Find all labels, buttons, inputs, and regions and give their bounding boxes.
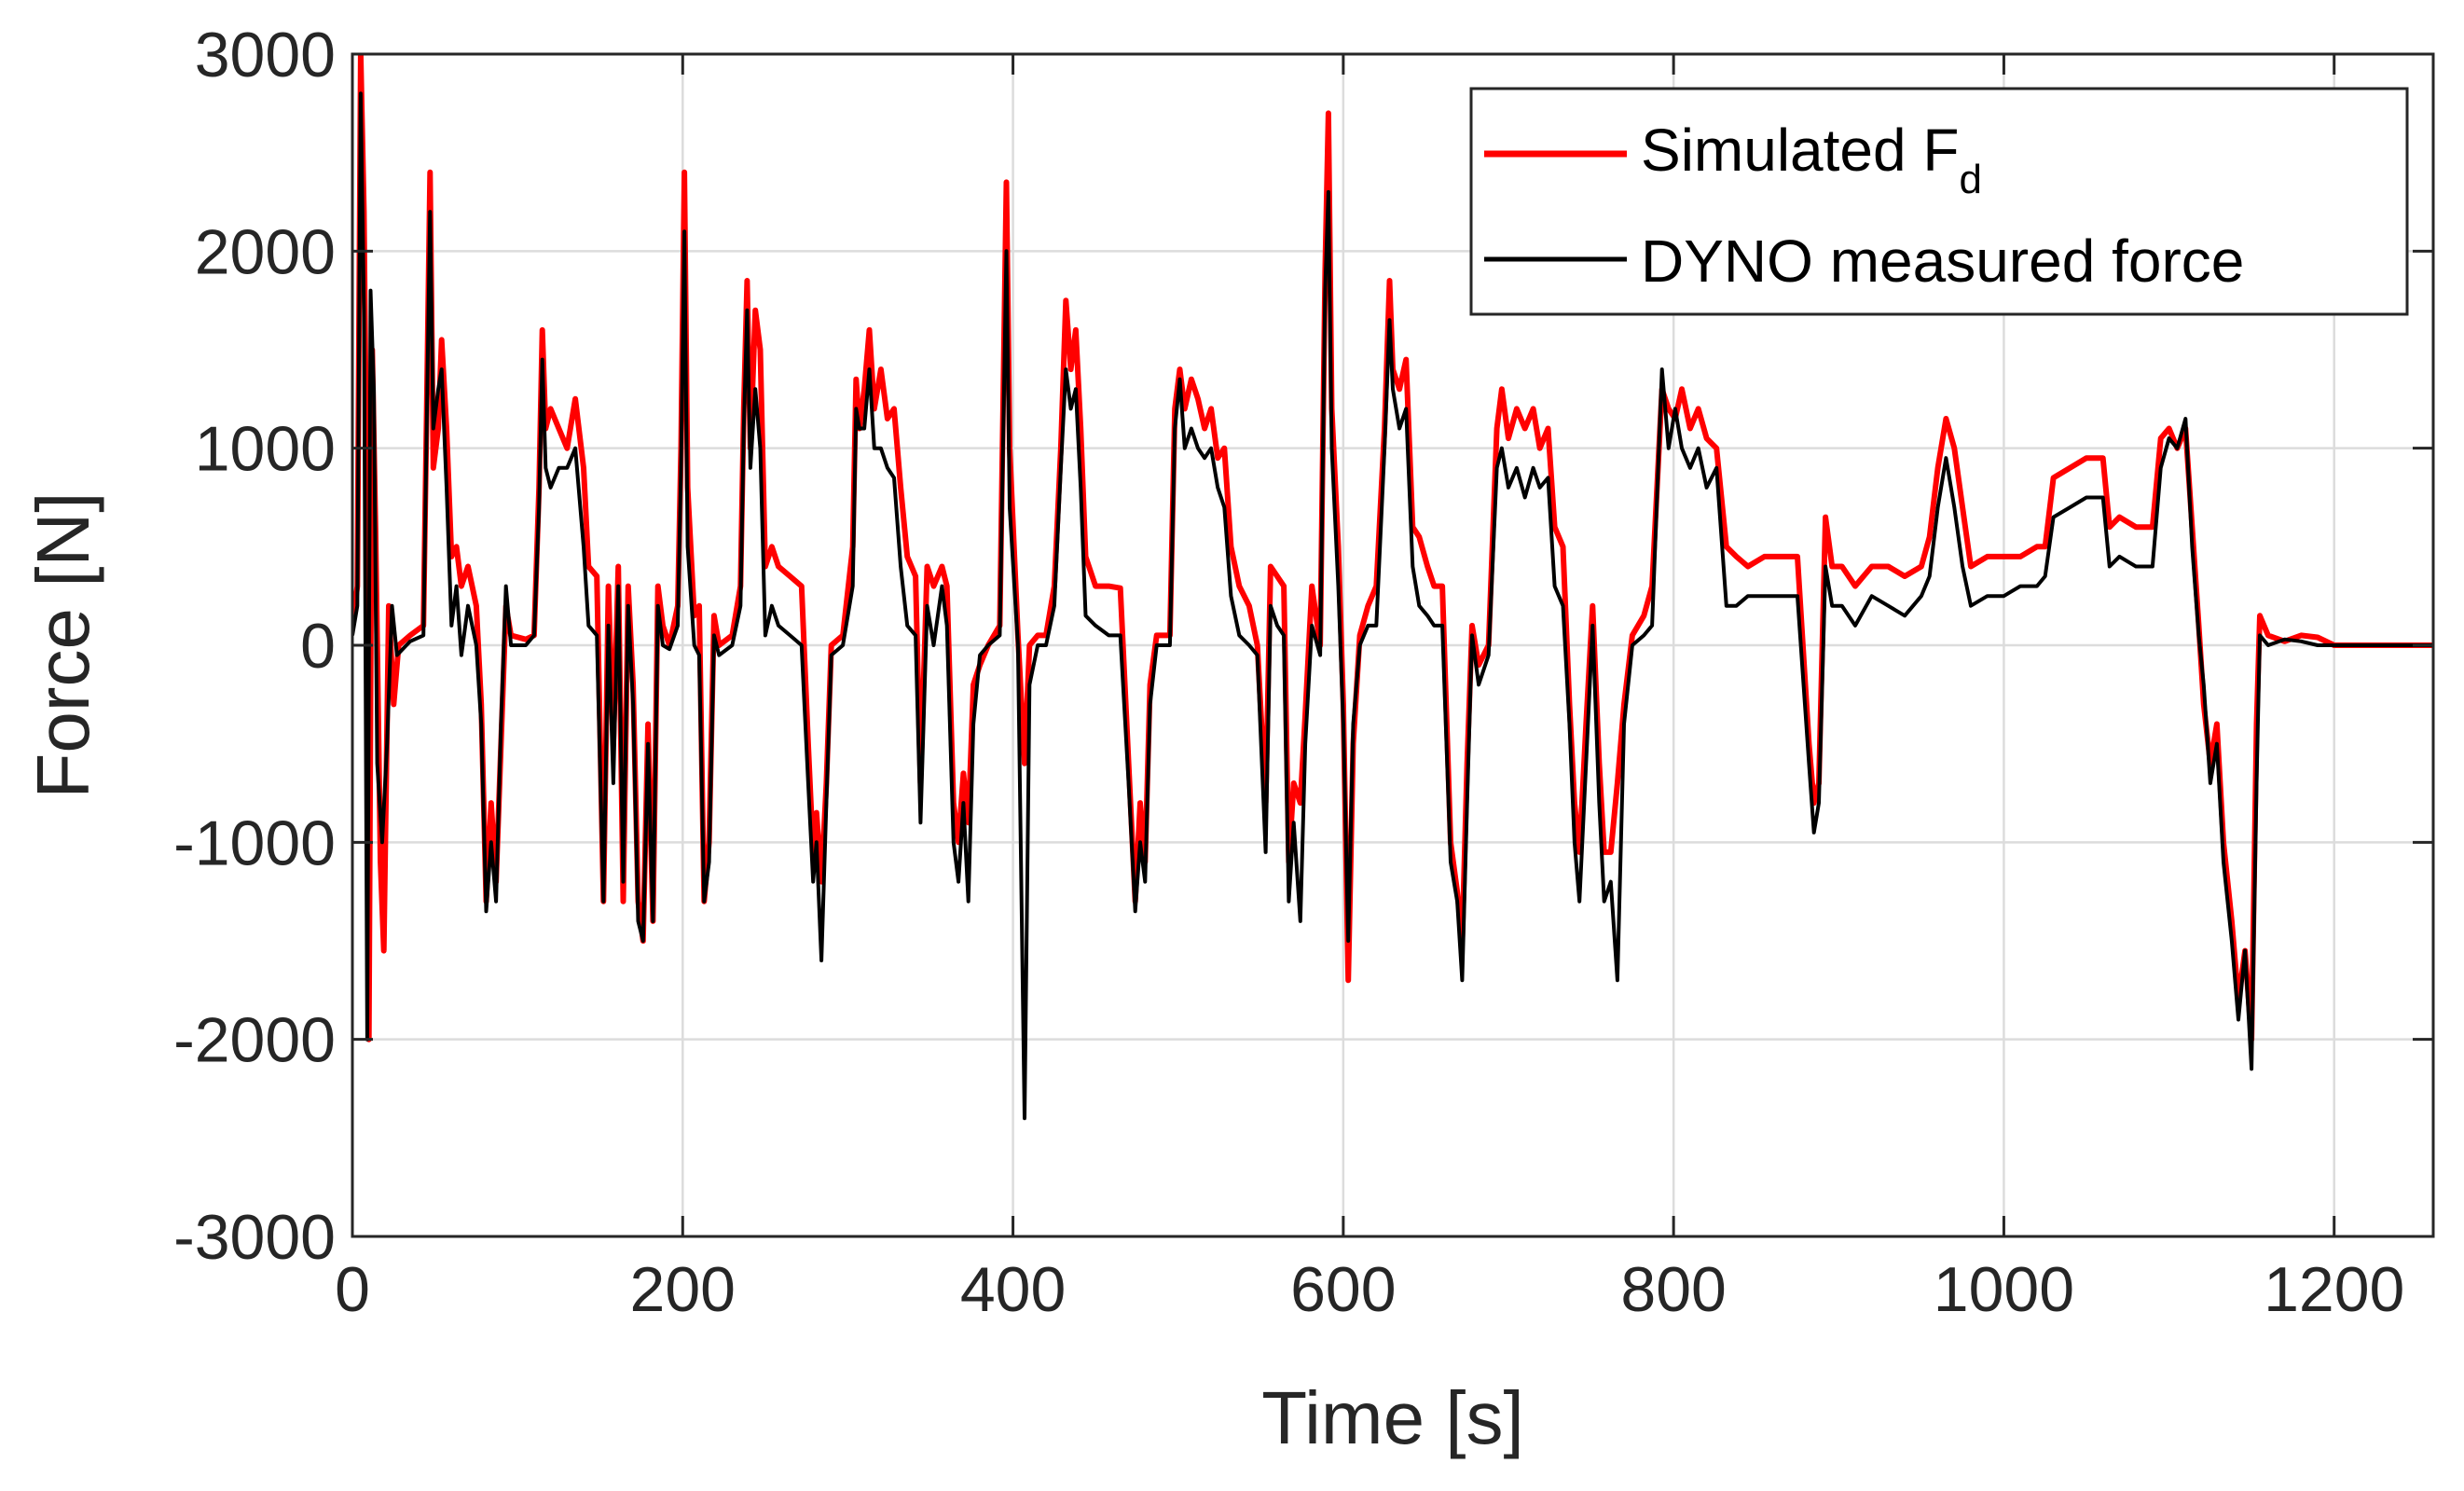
y-axis-label: Force [N]: [21, 492, 104, 799]
y-tick-label: 0: [300, 611, 336, 682]
y-tick-label: -3000: [173, 1202, 336, 1273]
legend-label-dyno: DYNO measured force: [1641, 228, 2244, 295]
legend-box: [1469, 87, 2409, 316]
series-line-dyno: [352, 91, 2433, 1121]
x-tick-label: 800: [1620, 1254, 1726, 1325]
x-tick-label: 600: [1290, 1254, 1396, 1325]
y-tick-label: 1000: [195, 414, 336, 485]
series-line-simulated: [352, 54, 2433, 1042]
y-tick-label: -2000: [173, 1005, 336, 1076]
y-tick-label: 2000: [195, 216, 336, 287]
legend: Simulated Fd DYNO measured force: [1469, 87, 2409, 316]
x-axis-label: Time [s]: [1261, 1376, 1523, 1459]
y-tick-label: -1000: [173, 808, 336, 878]
legend-label-simulated: Simulated Fd: [1641, 117, 1982, 202]
series-layer: [352, 54, 2433, 1121]
x-tick-label: 400: [960, 1254, 1066, 1325]
y-tick-label: 3000: [195, 20, 336, 90]
x-tick-label: 200: [630, 1254, 736, 1325]
ticks: 0 200 400 600 800 1000 1200 -3000 -2000 -1000 0 100…: [173, 20, 2433, 1325]
x-tick-label: 0: [335, 1254, 370, 1325]
x-tick-label: 1000: [1934, 1254, 2074, 1325]
x-tick-label: 1200: [2264, 1254, 2404, 1325]
